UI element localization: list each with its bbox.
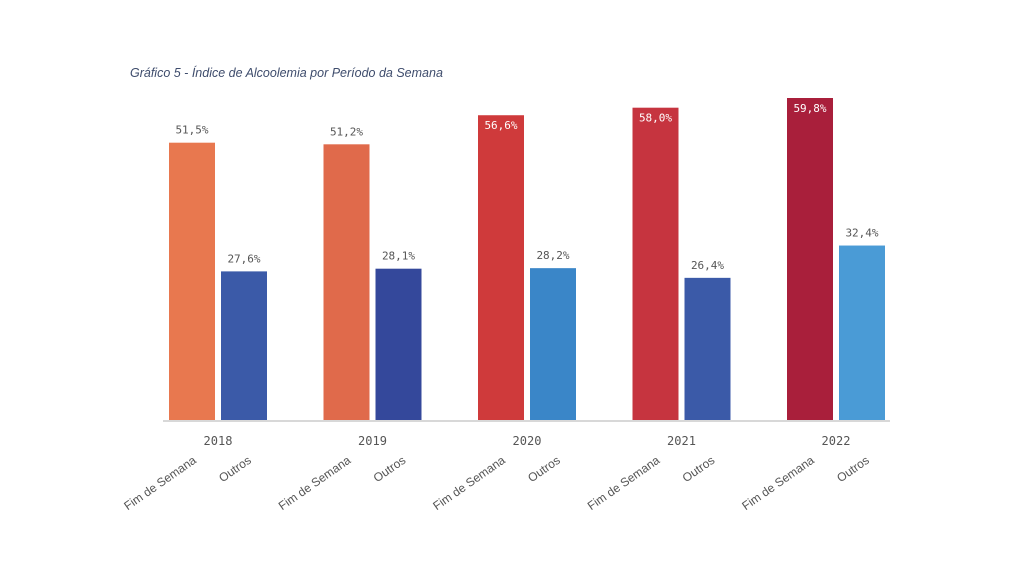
value-label: 51,2% [330, 125, 363, 138]
bar [375, 268, 422, 420]
x-tick-label: 2018 [204, 434, 233, 448]
series-label: Outros [216, 453, 254, 485]
value-label: 32,4% [845, 227, 878, 240]
series-label: Fim de Semana [430, 453, 508, 513]
value-label: 58,0% [639, 112, 672, 125]
value-label: 27,6% [227, 252, 260, 265]
series-label: Outros [680, 453, 718, 485]
bar [632, 107, 679, 420]
bar [684, 277, 731, 420]
bar [169, 142, 215, 420]
series-label: Fim de Semana [276, 453, 354, 513]
value-label: 26,4% [691, 259, 724, 272]
bar [839, 245, 885, 420]
value-label: 56,6% [484, 119, 517, 132]
x-tick-label: 2019 [358, 434, 387, 448]
value-label: 28,2% [536, 249, 569, 262]
value-label: 28,1% [382, 250, 415, 263]
bar [787, 98, 833, 420]
x-tick-label: 2022 [822, 434, 851, 448]
bar [221, 271, 267, 420]
x-tick-label: 2020 [513, 434, 542, 448]
x-tick-label: 2021 [667, 434, 696, 448]
series-label: Outros [371, 453, 409, 485]
bar [478, 115, 524, 420]
bar [530, 268, 576, 420]
series-label: Fim de Semana [121, 453, 199, 513]
value-label: 51,5% [175, 124, 208, 137]
bar [323, 144, 370, 421]
chart-title: Gráfico 5 - Índice de Alcoolemia por Per… [130, 65, 443, 80]
series-label: Outros [834, 453, 872, 485]
series-label: Fim de Semana [739, 453, 817, 513]
series-label: Fim de Semana [585, 453, 663, 513]
value-label: 59,8% [793, 102, 826, 115]
series-label: Outros [525, 453, 563, 485]
